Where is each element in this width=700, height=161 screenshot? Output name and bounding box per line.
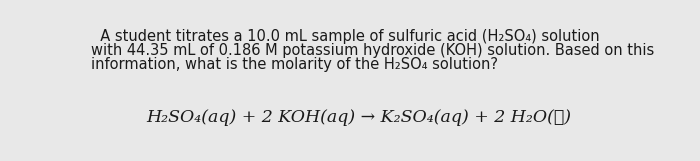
Text: with 44.35 mL of 0.186 M potassium hydroxide (KOH) solution. Based on this: with 44.35 mL of 0.186 M potassium hydro… bbox=[92, 43, 655, 58]
Text: information, what is the molarity of the H₂SO₄ solution?: information, what is the molarity of the… bbox=[92, 57, 498, 72]
Text: A student titrates a 10.0 mL sample of sulfuric acid (H₂SO₄) solution: A student titrates a 10.0 mL sample of s… bbox=[92, 29, 600, 44]
Text: H₂SO₄(aq) + 2 KOH(aq) → K₂SO₄(aq) + 2 H₂O(ℓ): H₂SO₄(aq) + 2 KOH(aq) → K₂SO₄(aq) + 2 H₂… bbox=[146, 109, 571, 126]
